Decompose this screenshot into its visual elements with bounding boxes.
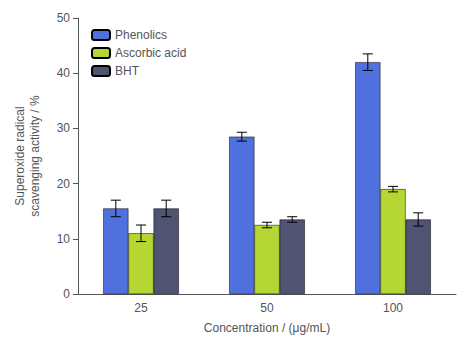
svg-text:Superoxide radical: Superoxide radical [13, 106, 27, 205]
svg-text:scavenging activity / %: scavenging activity / % [28, 95, 42, 217]
svg-text:10: 10 [57, 232, 71, 246]
svg-text:25: 25 [134, 301, 148, 315]
svg-text:Phenolics: Phenolics [115, 28, 167, 42]
svg-text:50: 50 [260, 301, 274, 315]
svg-text:Ascorbic acid: Ascorbic acid [115, 46, 186, 60]
svg-text:20: 20 [57, 177, 71, 191]
svg-text:0: 0 [63, 287, 70, 301]
svg-text:BHT: BHT [115, 64, 140, 78]
svg-text:Concentration / (μg/mL): Concentration / (μg/mL) [204, 321, 330, 335]
svg-text:100: 100 [383, 301, 403, 315]
svg-text:40: 40 [57, 66, 71, 80]
svg-text:30: 30 [57, 121, 71, 135]
svg-text:50: 50 [57, 11, 71, 25]
